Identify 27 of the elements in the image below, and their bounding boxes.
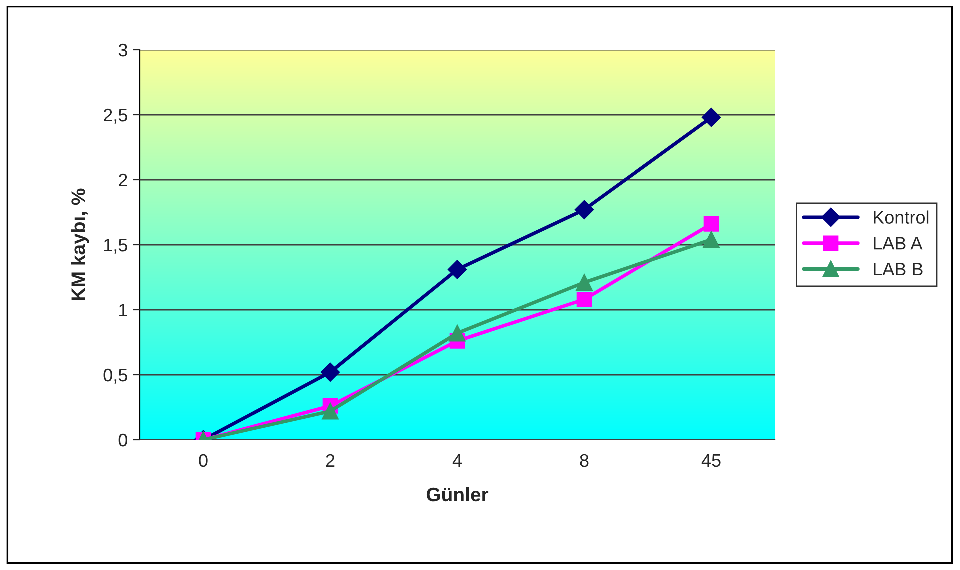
y-tick-label: 2,5: [104, 108, 128, 124]
x-tick-label: 4: [452, 454, 462, 467]
y-tick-label: 2: [119, 174, 128, 187]
point: [704, 216, 720, 232]
point: [576, 292, 592, 308]
y-tick-label: 3: [118, 44, 128, 57]
y-tick-label: 0,5: [104, 368, 128, 384]
x-axis-title: Günler: [426, 487, 489, 502]
x-tick-label: 8: [580, 454, 589, 468]
y-tick-label: 1,5: [104, 239, 128, 254]
point: [448, 260, 468, 280]
y-tick-label: 1: [120, 304, 128, 317]
legend-label: LAB B: [874, 263, 923, 276]
point: [574, 200, 594, 220]
y-axis-title: KM kaybı, %: [71, 188, 90, 300]
x-tick-label: 45: [702, 454, 721, 468]
x-tick-label: 2: [326, 454, 335, 467]
x-tick-label: 0: [199, 454, 208, 468]
point: [703, 231, 720, 248]
legend-label: Kontrol: [874, 210, 929, 224]
point: [702, 108, 722, 128]
point: [320, 362, 340, 382]
point: [322, 403, 339, 420]
point: [449, 325, 466, 342]
point: [576, 274, 593, 292]
legend-label: LAB A: [874, 237, 923, 250]
y-tick-label: 0: [118, 434, 128, 447]
